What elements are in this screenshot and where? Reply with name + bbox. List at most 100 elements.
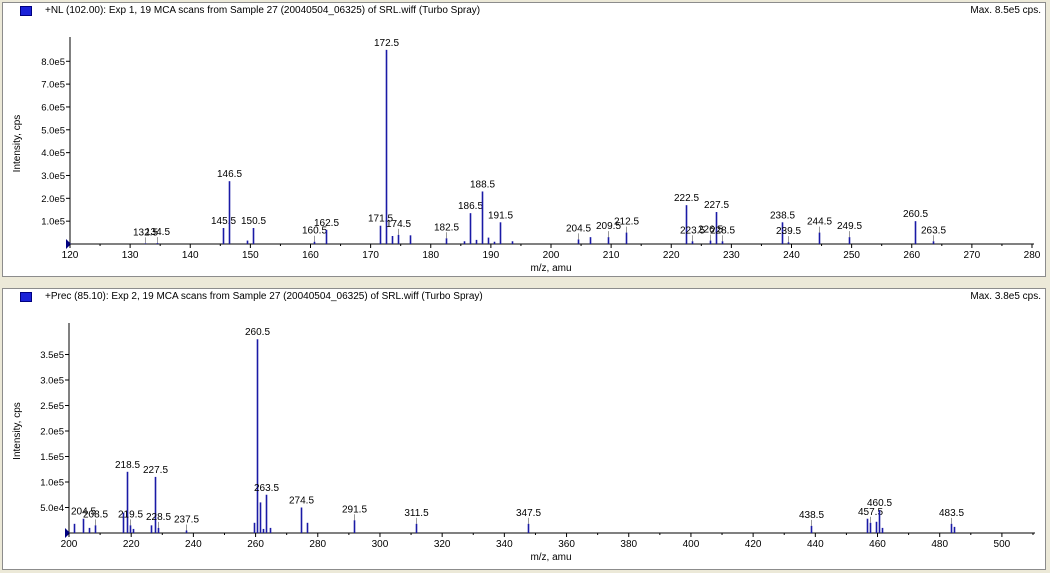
y-axis-label: Intensity, cps [12, 402, 23, 460]
peak-label: 204.5 [71, 507, 96, 518]
x-tick-label: 130 [122, 250, 139, 261]
peak-label: 311.5 [404, 508, 429, 519]
peak-label: 132.5 [133, 227, 158, 238]
peak-label: 150.5 [241, 216, 266, 227]
x-tick-label: 140 [182, 250, 199, 261]
x-tick-label: 260 [903, 250, 920, 261]
x-tick-label: 170 [362, 250, 379, 261]
x-tick-label: 420 [745, 539, 762, 550]
spectrum-panel-prec[interactable]: +Prec (85.10): Exp 2, 19 MCA scans from … [2, 288, 1046, 570]
peak-label: 291.5 [342, 504, 367, 515]
peak-label: 438.5 [799, 510, 824, 521]
y-tick-label: 3.5e5 [40, 350, 64, 361]
peak-label: 146.5 [217, 169, 242, 180]
y-tick-label: 5.0e4 [40, 503, 64, 514]
x-tick-label: 280 [309, 539, 326, 550]
y-axis-label: Intensity, cps [12, 115, 23, 173]
spectrum-plot-nl[interactable]: 120 130 140 150 160 170 180 190 200 210 220 230 240 2… [3, 3, 1046, 277]
series-swatch-icon [20, 292, 32, 302]
peak-label: 174.5 [386, 219, 411, 230]
x-tick-label: 220 [663, 250, 680, 261]
y-tick-label: 5.0e5 [41, 125, 65, 136]
max-intensity-label: Max. 8.5e5 cps. [970, 5, 1041, 16]
x-tick-label: 500 [994, 539, 1011, 550]
x-tick-label: 260 [247, 539, 264, 550]
spectrum-title: +NL (102.00): Exp 1, 19 MCA scans from S… [45, 5, 481, 16]
y-tick-label: 1.5e5 [40, 452, 64, 463]
x-tick-label: 440 [807, 539, 824, 550]
x-tick-label: 200 [61, 539, 78, 550]
peak-label: 227.5 [143, 465, 168, 476]
y-tick-label: 3.0e5 [40, 376, 64, 387]
peak-label: 160.5 [302, 226, 327, 237]
x-tick-label: 380 [620, 539, 637, 550]
y-tick-label: 1.0e5 [41, 217, 65, 228]
baseline-marker-icon [65, 528, 70, 538]
peak-label: 208.5 [83, 509, 108, 520]
x-tick-label: 480 [931, 539, 948, 550]
series-swatch-icon [20, 6, 32, 16]
peak-label: 347.5 [516, 508, 541, 519]
peak-label: 182.5 [434, 222, 459, 233]
x-tick-label: 360 [558, 539, 575, 550]
spectrum-panel-nl[interactable]: +NL (102.00): Exp 1, 19 MCA scans from S… [2, 2, 1046, 277]
y-tick-label: 2.5e5 [40, 401, 64, 412]
x-tick-label: 300 [372, 539, 389, 550]
peak-label: 260.5 [245, 327, 270, 338]
peak-label: 263.5 [254, 483, 279, 494]
peak-label: 274.5 [289, 496, 314, 507]
y-tick-label: 8.0e5 [41, 57, 65, 68]
x-tick-label: 150 [242, 250, 259, 261]
spectrum-title: +Prec (85.10): Exp 2, 19 MCA scans from … [45, 291, 483, 302]
peak-label: 212.5 [614, 217, 639, 228]
panel-header: +NL (102.00): Exp 1, 19 MCA scans from S… [3, 3, 1045, 20]
peak-label: 218.5 [115, 460, 140, 471]
baseline-marker-icon [66, 239, 71, 249]
x-axis-label: m/z, amu [530, 263, 571, 274]
peak-label: 239.5 [776, 226, 801, 237]
peak-label: 223.5 [680, 225, 705, 236]
spectrum-plot-prec[interactable]: 200 220 240 260 280 300 320 340 360 380 400 420 440 4… [3, 289, 1046, 570]
peak-label: 228.5 [710, 225, 735, 236]
peak-label: 209.5 [596, 221, 621, 232]
panel-header: +Prec (85.10): Exp 2, 19 MCA scans from … [3, 289, 1045, 306]
y-tick-label: 1.0e5 [40, 478, 64, 489]
x-tick-label: 160 [302, 250, 319, 261]
y-tick-label: 2.0e5 [41, 194, 65, 205]
x-tick-label: 230 [723, 250, 740, 261]
peak-label: 172.5 [374, 38, 399, 49]
peak-label: 228.5 [146, 512, 171, 523]
y-tick-label: 6.0e5 [41, 102, 65, 113]
peak-label: 162.5 [314, 218, 339, 229]
max-intensity-label: Max. 3.8e5 cps. [970, 291, 1041, 302]
y-tick-label: 2.0e5 [40, 427, 64, 438]
peak-label: 171.5 [368, 214, 393, 225]
peak-label: 260.5 [903, 209, 928, 220]
x-tick-label: 210 [603, 250, 620, 261]
x-tick-label: 320 [434, 539, 451, 550]
peak-label: 227.5 [704, 200, 729, 211]
x-axis-label: m/z, amu [530, 552, 571, 563]
x-tick-label: 190 [483, 250, 500, 261]
peak-label: 204.5 [566, 223, 591, 234]
x-tick-label: 240 [185, 539, 202, 550]
y-tick-label: 4.0e5 [41, 148, 65, 159]
x-tick-label: 460 [869, 539, 886, 550]
y-tick-label: 7.0e5 [41, 80, 65, 91]
peak-label: 188.5 [470, 179, 495, 190]
x-tick-label: 270 [964, 250, 981, 261]
peak-label: 134.5 [145, 227, 170, 238]
peak-label: 186.5 [458, 201, 483, 212]
peak-label: 244.5 [807, 217, 832, 228]
x-tick-label: 400 [683, 539, 700, 550]
peak-label: 237.5 [174, 514, 199, 525]
peak-label: 238.5 [770, 210, 795, 221]
x-tick-label: 220 [123, 539, 140, 550]
x-tick-label: 120 [62, 250, 79, 261]
peak-label: 226.5 [698, 225, 723, 236]
peak-label: 483.5 [939, 508, 964, 519]
peak-label: 219.5 [118, 509, 143, 520]
peak-label: 263.5 [921, 225, 946, 236]
x-tick-label: 180 [422, 250, 439, 261]
x-tick-label: 240 [783, 250, 800, 261]
